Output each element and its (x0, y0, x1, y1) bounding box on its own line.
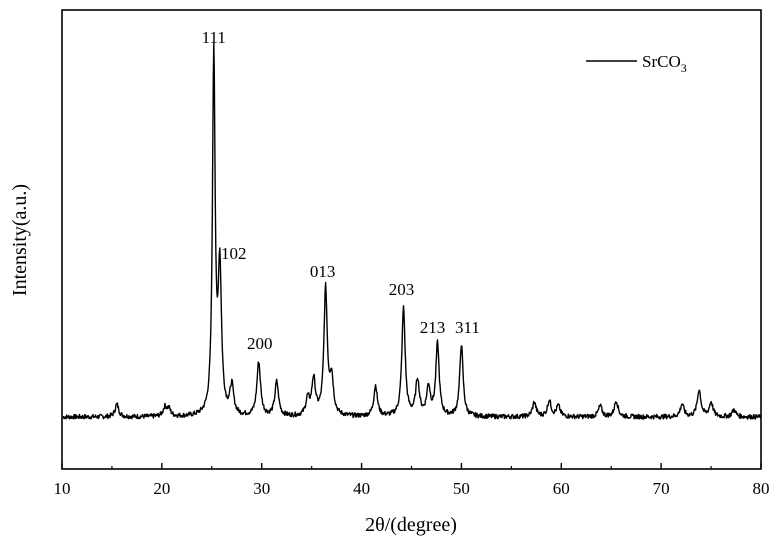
x-axis-title: 2θ/(degree) (365, 514, 457, 536)
legend-label-subscript: 3 (681, 61, 687, 75)
x-tick-label: 10 (54, 479, 71, 498)
x-tick-label: 80 (753, 479, 770, 498)
peak-label: 311 (455, 318, 480, 337)
legend-label-base: SrCO (642, 52, 681, 71)
x-tick-label: 30 (253, 479, 270, 498)
x-tick-label: 70 (653, 479, 670, 498)
peak-label: 111 (202, 28, 226, 47)
x-axis-tick-labels: 10 20 30 40 50 60 70 80 (54, 479, 770, 498)
peak-label: 200 (247, 334, 273, 353)
legend-label: SrCO3 (642, 52, 687, 75)
legend: SrCO3 (586, 52, 687, 75)
x-tick-label: 20 (153, 479, 170, 498)
peak-labels: 111 102 200 013 203 213 311 (202, 28, 480, 353)
peak-label: 203 (389, 280, 415, 299)
peak-label: 213 (420, 318, 446, 337)
x-tick-label: 50 (453, 479, 470, 498)
peak-label: 013 (310, 262, 336, 281)
peak-label: 102 (221, 244, 247, 263)
y-axis-title: Intensity(a.u.) (9, 184, 31, 296)
x-axis-ticks (61, 463, 762, 469)
plot-frame (61, 9, 762, 470)
xrd-pattern-line (62, 42, 762, 420)
x-tick-label: 60 (553, 479, 570, 498)
x-tick-label: 40 (353, 479, 370, 498)
